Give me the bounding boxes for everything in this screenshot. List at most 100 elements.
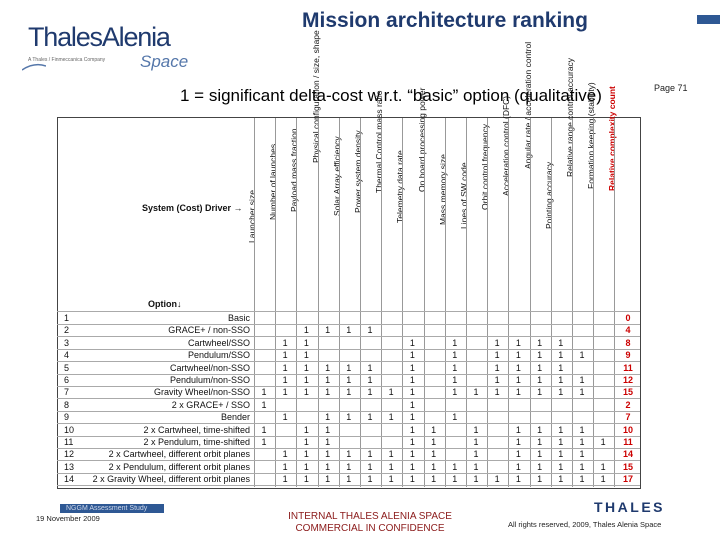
row-number: 6 [64,375,70,385]
driver-header: System (Cost) Driver → [142,203,243,213]
row-option-name: Bender [220,412,250,423]
table-cell: 1 [579,437,585,447]
table-cell: 1 [346,412,352,423]
table-cell: 1 [367,375,373,385]
table-cell: 1 [409,412,415,423]
column-header-label: Lines of SW code [459,162,469,230]
row-number: 7 [64,387,70,398]
row-divider [57,435,640,437]
row-option-name: 2 x Pendulum, different orbit planes [108,461,250,472]
table-cell: 1 [409,350,415,361]
complexity-count: 8 [625,337,631,348]
table-cell: 1 [431,461,437,472]
row-divider [57,410,640,412]
column-header-label: Relative complexity count [607,86,618,192]
table-cell: 1 [452,412,458,423]
column-divider [360,118,361,487]
table-cell: 1 [473,437,479,447]
column-header-label: Solar Array efficiency [331,136,342,217]
complexity-count: 2 [625,399,631,410]
row-option-name: Pendulum/non-SSO [169,375,250,385]
row-divider [57,460,640,462]
table-cell: 1 [537,449,543,460]
table-cell: 1 [303,474,309,485]
column-header-label: Acceleration control (DFC) [501,95,512,196]
table-cell: 1 [431,424,437,435]
column-divider [593,118,595,487]
table-cell: 1 [346,387,352,398]
table-cell: 1 [325,362,331,373]
column-header-label: Power system density [353,130,363,214]
table-cell: 1 [558,449,564,460]
column-header-label: Physical configuration / size, shape [310,30,321,164]
confidentiality-line-1: INTERNAL THALES ALENIA SPACE [288,511,452,522]
row-divider [57,348,640,350]
column-divider [614,118,616,487]
table-cell: 1 [303,350,309,361]
complexity-count: 11 [623,362,633,373]
column-header-label: Orbit control frequency [480,124,491,211]
table-cell: 1 [431,437,437,447]
table-cell: 1 [537,337,543,348]
column-divider [444,118,446,487]
table-cell: 1 [537,424,543,435]
table-cell: 1 [303,424,309,435]
table-cell: 1 [346,474,352,485]
table-cell: 1 [282,387,288,398]
table-cell: 1 [303,362,309,373]
table-cell: 1 [303,375,309,385]
table-cell: 1 [600,461,606,472]
table-cell: 1 [452,337,458,348]
table-cell: 1 [282,449,288,460]
row-option-name: 2 x Cartwheel, different orbit planes [108,449,250,460]
header-divider [57,311,640,312]
table-cell: 1 [367,474,373,485]
option-header: Option↓ [148,299,182,309]
table-cell: 1 [325,474,331,485]
table-cell: 1 [558,424,564,435]
row-option-name: 2 x GRACE+ / SSO [171,399,250,410]
table-cell: 1 [282,350,288,361]
table-cell: 1 [367,362,373,373]
table-cell: 1 [367,412,373,423]
table-cell: 1 [367,387,373,398]
table-cell: 1 [473,387,479,398]
row-number: 5 [64,362,70,373]
table-cell: 1 [494,350,500,361]
column-divider [550,118,552,487]
table-cell: 1 [452,387,458,398]
logo-tagline: A Thales / Finmeccanica Company [28,57,106,63]
table-cell: 1 [409,375,415,385]
page-number: Page 71 [654,83,688,93]
table-cell: 1 [537,350,543,361]
table-cell: 1 [409,387,415,398]
table-cell: 1 [579,474,585,485]
complexity-count: 7 [625,412,631,423]
table-cell: 1 [409,449,415,460]
row-option-name: Basic [227,313,250,323]
complexity-count: 0 [625,313,631,323]
table-cell: 1 [579,375,585,385]
column-divider [275,118,277,487]
table-cell: 1 [537,474,543,485]
row-divider [57,361,640,363]
table-cell: 1 [558,337,564,348]
column-header-label: Mass memory size [437,154,448,226]
thales-alenia-logo: ThalesAlenia A Thales / Finmeccanica Com… [22,22,192,72]
table-cell: 1 [452,461,458,472]
thales-logo: THALES [594,499,665,515]
table-cell: 1 [409,461,415,472]
table-cell: 1 [515,362,521,373]
row-divider [57,336,640,338]
table-cell: 1 [325,387,331,398]
table-cell: 1 [303,325,309,336]
complexity-count: 4 [625,325,631,336]
row-number: 12 [64,449,75,460]
table-cell: 1 [346,375,352,385]
table-cell: 1 [537,437,543,447]
row-number: 10 [64,424,75,435]
row-divider [57,485,640,487]
table-cell: 1 [537,461,543,472]
row-option-name: Gravity Wheel/non-SSO [153,387,250,398]
table-cell: 1 [515,437,521,447]
